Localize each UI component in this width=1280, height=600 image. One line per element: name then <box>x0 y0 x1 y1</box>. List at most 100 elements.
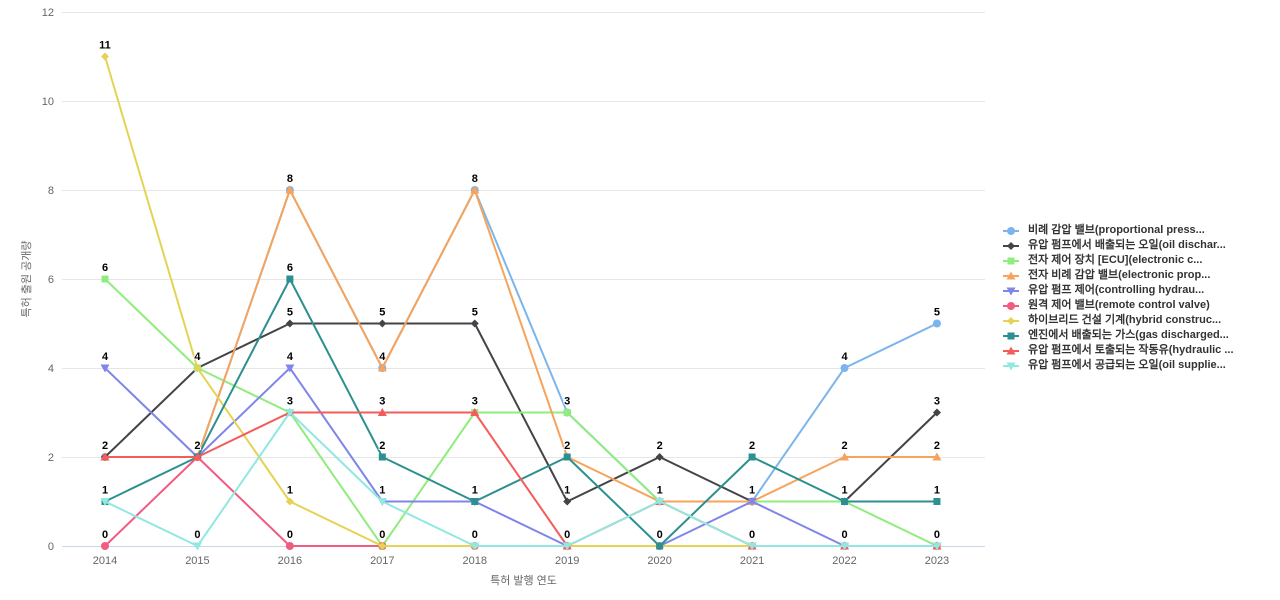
marker-7-2023[interactable] <box>933 498 941 505</box>
legend-item-1[interactable]: 유압 펌프에서 배출되는 오일(oil dischar... <box>1003 238 1234 253</box>
marker-9-2021[interactable] <box>747 542 757 551</box>
marker-9-2019[interactable] <box>562 542 572 551</box>
data-label: 11 <box>99 40 111 52</box>
marker-5-2014[interactable] <box>101 542 109 550</box>
data-label: 1 <box>102 485 108 497</box>
marker-7-2016[interactable] <box>286 275 294 283</box>
data-label: 1 <box>934 485 940 497</box>
legend-item-2[interactable]: 전자 제어 장치 [ECU](electronic c... <box>1003 253 1234 268</box>
marker-9-2016[interactable] <box>285 409 295 417</box>
data-label: 0 <box>564 529 570 541</box>
legend-marker-icon <box>1003 271 1019 279</box>
marker-8-2018[interactable] <box>470 408 480 416</box>
marker-4-2021[interactable] <box>747 498 757 506</box>
data-label: 4 <box>102 351 109 363</box>
marker-6-2015[interactable] <box>193 364 202 372</box>
marker-7-2020[interactable] <box>656 542 664 550</box>
marker-9-2014[interactable] <box>100 498 110 506</box>
marker-7-2018[interactable] <box>471 498 479 505</box>
data-label: 3 <box>287 396 293 408</box>
marker-1-2016[interactable] <box>285 319 294 328</box>
data-label: 2 <box>102 440 108 452</box>
marker-3-2016[interactable] <box>285 185 295 194</box>
marker-1-2020[interactable] <box>655 453 664 461</box>
marker-2-2014[interactable] <box>101 275 109 283</box>
data-label: 1 <box>841 485 847 497</box>
series-line-9[interactable] <box>104 411 938 547</box>
legend-item-6[interactable]: 하이브리드 건설 기계(hybrid construc... <box>1003 313 1234 328</box>
data-label: 4 <box>194 351 201 363</box>
data-label: 2 <box>657 440 663 452</box>
legend-item-9[interactable]: 유압 펌프에서 공급되는 오일(oil supplie... <box>1003 358 1234 373</box>
data-label: 5 <box>379 307 385 319</box>
marker-2-2019[interactable] <box>563 409 571 416</box>
marker-7-2021[interactable] <box>748 453 756 461</box>
marker-0-2022[interactable] <box>840 364 849 372</box>
marker-6-2017[interactable] <box>378 542 387 550</box>
data-label: 4 <box>841 351 848 363</box>
legend-item-3[interactable]: 전자 비례 감압 밸브(electronic prop... <box>1003 268 1234 283</box>
marker-0-2023[interactable] <box>932 319 941 328</box>
marker-8-2015[interactable] <box>192 452 202 461</box>
y-tick-label: 4 <box>48 363 54 375</box>
marker-3-2022[interactable] <box>840 452 850 461</box>
legend-item-5[interactable]: 원격 제어 밸브(remote control valve) <box>1003 298 1234 313</box>
marker-6-2014[interactable] <box>101 52 109 61</box>
x-tick-label: 2022 <box>832 555 856 567</box>
legend-label: 전자 비례 감압 밸브(electronic prop... <box>1028 269 1211 281</box>
legend-marker-icon <box>1003 257 1019 264</box>
data-label: 3 <box>379 396 385 408</box>
marker-6-2016[interactable] <box>285 497 294 506</box>
marker-7-2019[interactable] <box>563 453 571 461</box>
y-tick-label: 8 <box>48 185 54 197</box>
marker-1-2023[interactable] <box>932 408 941 417</box>
legend-marker-icon <box>1003 301 1019 310</box>
marker-9-2018[interactable] <box>470 542 480 551</box>
marker-3-2023[interactable] <box>932 452 942 461</box>
marker-9-2020[interactable] <box>655 498 665 506</box>
y-tick-label: 2 <box>48 452 54 464</box>
series-9 <box>100 409 942 551</box>
marker-4-2016[interactable] <box>285 364 295 373</box>
legend-item-8[interactable]: 유압 펌프에서 토출되는 작동유(hydraulic ... <box>1003 343 1234 358</box>
marker-1-2017[interactable] <box>378 319 387 328</box>
marker-4-2014[interactable] <box>100 364 110 373</box>
data-label: 0 <box>379 529 385 541</box>
data-label: 5 <box>934 307 940 319</box>
data-label: 2 <box>934 440 940 452</box>
marker-7-2022[interactable] <box>841 498 849 505</box>
x-axis-title: 특허 발행 연도 <box>490 575 557 587</box>
marker-1-2018[interactable] <box>470 319 479 328</box>
legend-item-0[interactable]: 비례 감압 밸브(proportional press... <box>1003 223 1234 238</box>
marker-7-2017[interactable] <box>378 453 386 461</box>
series-line-2[interactable] <box>104 278 938 547</box>
marker-8-2017[interactable] <box>377 408 387 416</box>
legend-label: 원격 제어 밸브(remote control valve) <box>1028 299 1210 311</box>
data-label: 0 <box>102 529 108 541</box>
marker-3-2017[interactable] <box>377 363 387 372</box>
marker-9-2015[interactable] <box>192 542 202 551</box>
marker-9-2022[interactable] <box>840 542 850 551</box>
marker-9-2017[interactable] <box>377 498 387 506</box>
marker-8-2014[interactable] <box>100 452 110 461</box>
marker-3-2018[interactable] <box>470 185 480 194</box>
legend-marker-icon <box>1003 316 1019 325</box>
data-label: 3 <box>472 396 478 408</box>
marker-9-2023[interactable] <box>932 542 942 551</box>
legend-marker-icon <box>1003 362 1019 370</box>
data-label: 0 <box>472 529 478 541</box>
series-line-4[interactable] <box>104 367 938 547</box>
data-label: 1 <box>472 485 478 497</box>
legend-item-4[interactable]: 유압 펌프 제어(controlling hydrau... <box>1003 283 1234 298</box>
marker-1-2019[interactable] <box>563 497 572 506</box>
series-line-0[interactable] <box>104 189 938 503</box>
legend: 비례 감압 밸브(proportional press... 유압 펌프에서 배출… <box>1003 223 1234 373</box>
data-label: 0 <box>194 529 200 541</box>
marker-5-2016[interactable] <box>285 542 294 550</box>
series-line-3[interactable] <box>104 189 938 503</box>
series-line-8[interactable] <box>104 411 938 547</box>
x-tick-label: 2017 <box>370 555 394 567</box>
data-label: 5 <box>472 307 478 319</box>
legend-item-7[interactable]: 엔진에서 배출되는 가스(gas discharged... <box>1003 328 1234 343</box>
